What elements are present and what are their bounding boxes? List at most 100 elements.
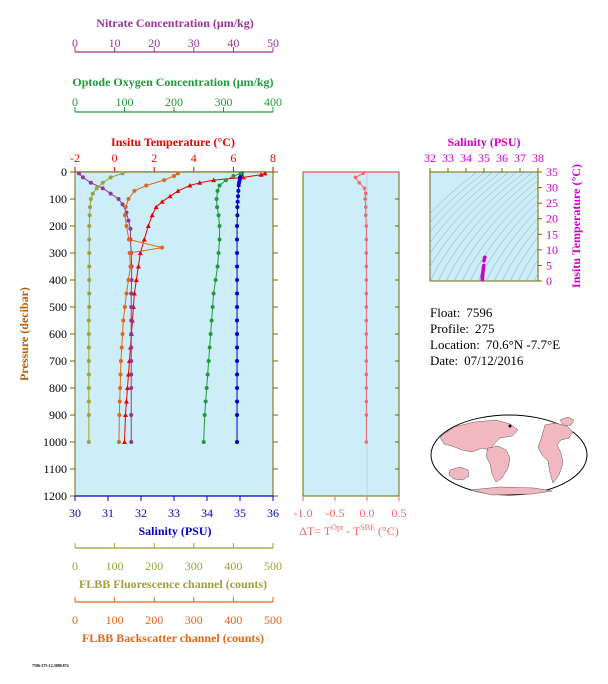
temperature-point [153,204,159,210]
salinity-point [236,194,241,199]
oxygen-point [231,174,236,179]
delta-t-point [364,332,369,336]
oxygen-point [202,413,207,417]
ts-density-contour [430,172,494,233]
salinity-tick-label: 30 [69,506,81,520]
nitrate-point [129,386,134,390]
nitrate-tick-label: 10 [109,36,121,50]
salinity-point [235,413,240,417]
temperature-tick-label: -2 [70,151,80,165]
ts-density-contour [437,172,534,281]
delta-t-point [362,186,367,190]
pressure-tick-label: 900 [49,408,67,422]
backscatter-axis-title: FLBB Backscatter channel (counts) [82,631,264,645]
delta-t-point [364,386,369,390]
backscatter-tick-label: 300 [185,613,203,627]
ts-ytick-label: 10 [546,243,558,257]
footer-code: 7596-275-12.3080.874 [32,663,69,668]
date-line: Date: 07/12/2016 [430,353,524,368]
nitrate-point [129,305,134,309]
oxygen-point [201,440,206,444]
map-float-location-marker [508,424,512,428]
backscatter-point [124,224,129,228]
temperature-point [262,170,268,176]
oxygen-tick-label: 100 [116,95,134,109]
map-land-australia [448,466,470,481]
fluorescence-point [86,399,91,404]
fluorescence-point [86,345,91,350]
oxygen-axis: Optode Oxygen Concentration (μm/kg) 0 100… [72,75,282,113]
nitrate-axis-title: Nitrate Concentration (μm/kg) [96,16,253,30]
oxygen-point [223,178,228,183]
fluorescence-point [108,175,113,180]
ts-density-contour [517,247,538,281]
main-series-layer [76,170,268,444]
salinity-point [235,237,240,242]
pressure-axis-title: Pressure (decibar) [17,287,31,381]
temperature-point [159,199,165,204]
backscatter-point [119,345,124,350]
nitrate-tick-label: 20 [148,36,160,50]
backscatter-point [175,171,180,176]
ts-series [480,255,487,282]
salinity-point [235,205,240,210]
salinity-point [235,399,240,404]
fluorescence-point [87,237,92,242]
oxygen-point [215,188,220,193]
salinity-tick-label: 35 [234,506,246,520]
temperature-point [137,250,143,255]
backscatter-tick-label: 200 [145,613,163,627]
nitrate-point [129,359,134,363]
backscatter-point [128,264,133,269]
float-line: Float: 7596 [430,305,493,320]
delta-t-point [353,175,358,180]
delta-t-tick-label: 0.0 [360,506,375,520]
delta-t-point [364,413,369,417]
salinity-point [235,332,240,336]
oxygen-point [206,359,211,363]
nitrate-point [129,345,134,350]
nitrate-tick-label: 30 [188,36,200,50]
nitrate-point [108,191,113,196]
fluorescence-point [87,224,92,228]
temperature-tick-label: 2 [151,151,157,165]
temperature-point [187,183,193,188]
ts-density-contour [445,174,538,281]
fluorescence-point [87,278,92,282]
ts-ytick-label: 25 [546,196,558,210]
delta-t-series [353,171,369,444]
delta-t-point [363,197,367,201]
float-info-block: Float: 7596 Profile: 275 Location: 70.6°N -… [430,305,560,368]
world-map [430,414,588,496]
ts-temperature-title: Insitu Temperature (°C) [569,164,583,288]
oxygen-point [208,332,213,336]
ts-density-contour [430,172,526,281]
temperature-axis: Insitu Temperature (°C) -2 0 2 4 6 8 [70,135,276,173]
fluorescence-point [87,291,92,296]
ts-density-contour [430,172,518,267]
delta-t-point [364,345,369,350]
delta-t-tick-label: -1.0 [294,506,313,520]
fluorescence-tick-label: 0 [72,559,78,573]
backscatter-point [172,174,176,179]
delta-t-tick-label: -0.5 [326,506,345,520]
temperature-point [145,223,151,228]
backscatter-point [160,245,165,250]
pressure-tick-label: 200 [49,219,67,233]
salinity-tick-label: 31 [102,506,114,520]
ts-xtick-label: 36 [496,151,508,165]
salinity-tick-label: 36 [267,506,279,520]
backscatter-tick-label: 500 [264,613,282,627]
nitrate-point [129,278,134,282]
backscatter-point [117,413,122,417]
delta-t-point [363,191,368,196]
delta-t-point [364,318,369,323]
nitrate-point [129,318,134,323]
backscatter-point [117,399,122,404]
salinity-point [235,291,240,296]
delta-t-point [364,291,369,296]
delta-t-point [364,224,369,228]
backscatter-tick-label: 400 [224,613,242,627]
backscatter-point [132,188,137,193]
